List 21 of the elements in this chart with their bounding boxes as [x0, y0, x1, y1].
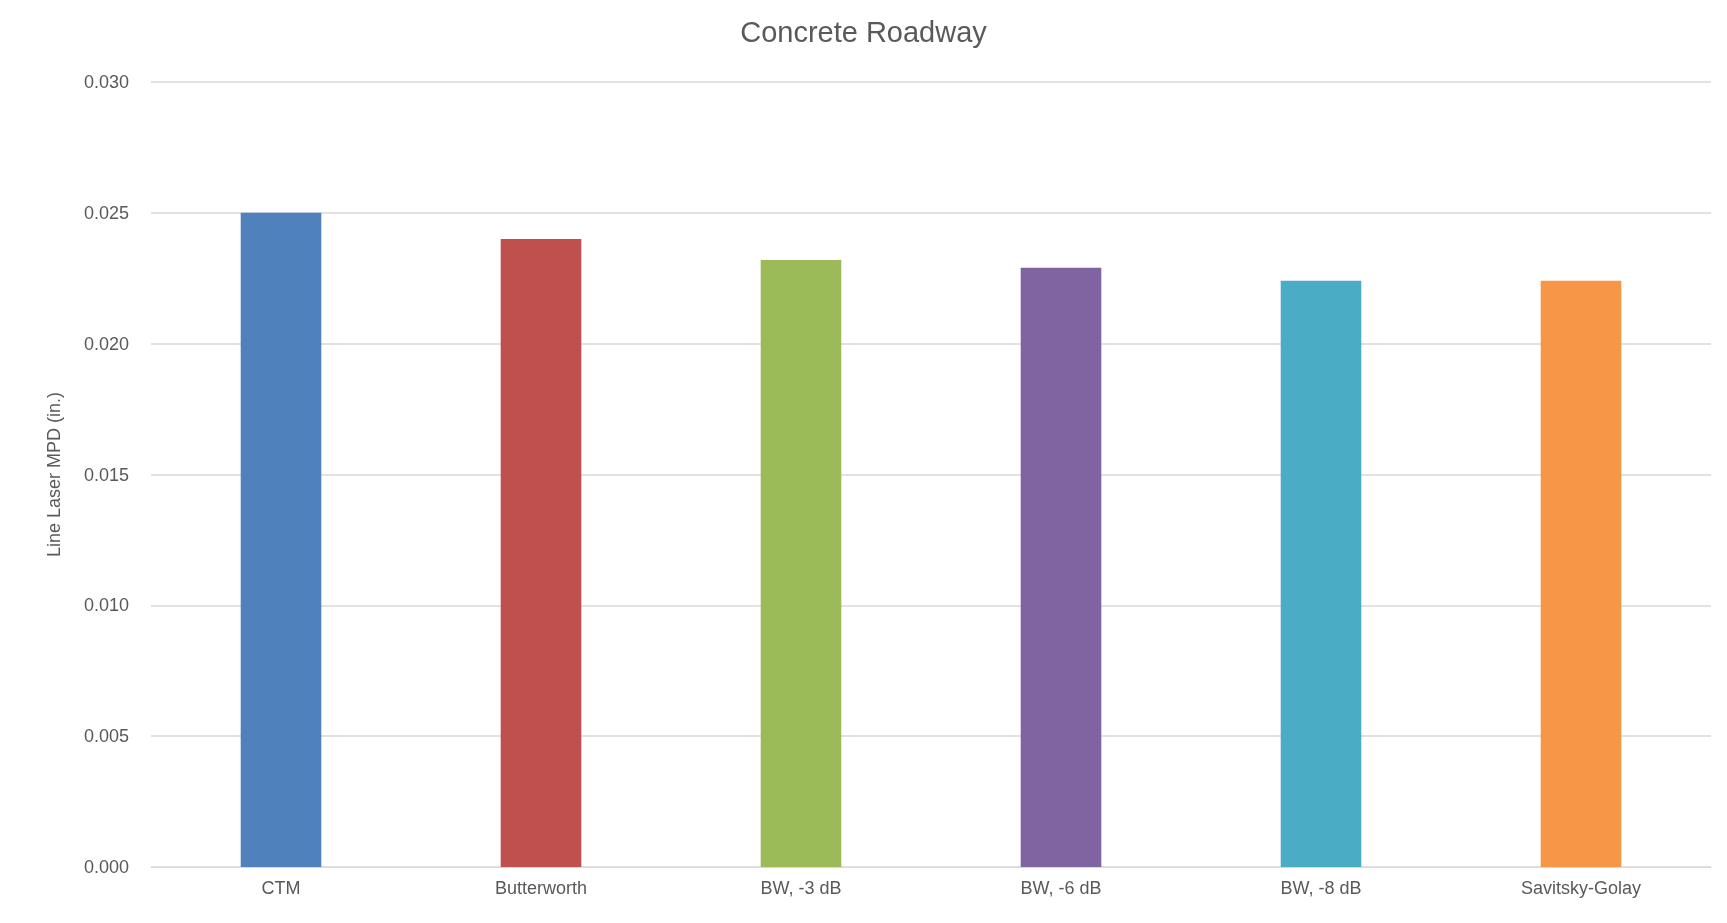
bar — [1020, 267, 1102, 867]
x-tick-label: Butterworth — [494, 878, 588, 898]
y-tick-label: 0.030 — [83, 72, 129, 92]
bar — [240, 212, 322, 867]
x-tick-label: BW, -8 dB — [1280, 878, 1362, 898]
bar — [500, 239, 582, 867]
y-tick-label: 0.020 — [83, 333, 129, 354]
bar — [1280, 280, 1362, 867]
y-tick-label: 0.015 — [83, 464, 129, 485]
y-axis-title: Line Laser MPD (in.) — [44, 391, 64, 558]
chart-title: Concrete Roadway — [740, 15, 988, 48]
x-tick-label: BW, -6 dB — [1020, 878, 1102, 898]
x-tick-label: CTM — [261, 878, 301, 898]
bar — [760, 259, 842, 867]
x-tick-label: BW, -3 dB — [760, 878, 842, 898]
x-tick-label: Savitsky-Golay — [1520, 878, 1642, 898]
y-tick-label: 0.010 — [83, 595, 129, 616]
y-tick-label: 0.025 — [83, 202, 129, 223]
y-tick-label: 0.000 — [83, 857, 129, 877]
y-tick-label: 0.005 — [83, 726, 129, 747]
bar — [1540, 280, 1622, 867]
